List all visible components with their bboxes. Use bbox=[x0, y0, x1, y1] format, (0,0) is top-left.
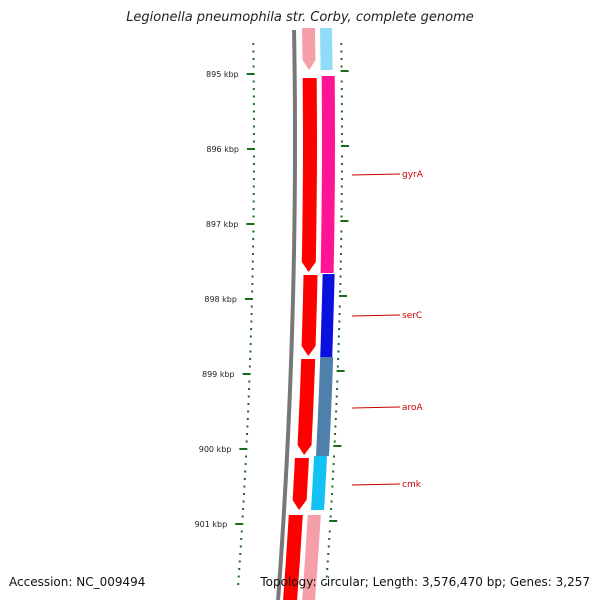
cds-arrow bbox=[297, 359, 316, 455]
tick-label: 896 kbp bbox=[206, 145, 239, 154]
genome-backbone bbox=[276, 29, 298, 600]
gene-labels: gyrA serC aroA cmk bbox=[351, 170, 424, 490]
tick-label: 898 kbp bbox=[204, 295, 237, 304]
tick-label: 901 kbp bbox=[195, 520, 228, 529]
gene-block-gyrA bbox=[320, 76, 335, 273]
label-connector bbox=[351, 173, 401, 176]
gene-block-cmk bbox=[311, 456, 327, 510]
major-ticks: 895 kbp 896 kbp 897 kbp 898 kbp 899 kbp 900 k… bbox=[195, 70, 349, 529]
gene-label-serC: serC bbox=[402, 311, 422, 321]
gene-block bbox=[320, 28, 333, 70]
tick-label: 897 kbp bbox=[206, 220, 239, 229]
cds-arrow bbox=[292, 458, 309, 510]
gene-label-gyrA: gyrA bbox=[402, 170, 424, 180]
genes-text: Genes: 3,257 bbox=[502, 575, 590, 589]
gene-label-aroA: aroA bbox=[402, 403, 424, 413]
label-connector bbox=[351, 314, 401, 317]
gene-block-aroA bbox=[316, 357, 334, 456]
accession-text: Accession: NC_009494 bbox=[9, 575, 146, 589]
label-connector bbox=[351, 483, 401, 486]
gene-block-serC bbox=[320, 274, 335, 357]
minor-ticks bbox=[237, 43, 343, 585]
cds-block bbox=[283, 515, 303, 600]
tick-label: 900 kbp bbox=[199, 445, 232, 454]
map-title: Legionella pneumophila str. Corby, compl… bbox=[126, 10, 474, 25]
label-connector bbox=[351, 406, 401, 409]
tick-label: 899 kbp bbox=[202, 370, 235, 379]
cds-arrow bbox=[302, 28, 316, 70]
cds-arrow bbox=[301, 78, 317, 272]
genome-summary: Topology: circularLength: 3,576,470 bpGe… bbox=[260, 575, 590, 589]
gene-label-cmk: cmk bbox=[402, 480, 422, 490]
tick-label: 895 kbp bbox=[206, 70, 239, 79]
cds-arrow bbox=[301, 275, 318, 356]
feature-tracks bbox=[283, 28, 335, 600]
gene-block bbox=[302, 515, 321, 600]
topology-text: Topology: circular bbox=[260, 575, 365, 589]
length-text: Length: 3,576,470 bp bbox=[365, 575, 502, 589]
